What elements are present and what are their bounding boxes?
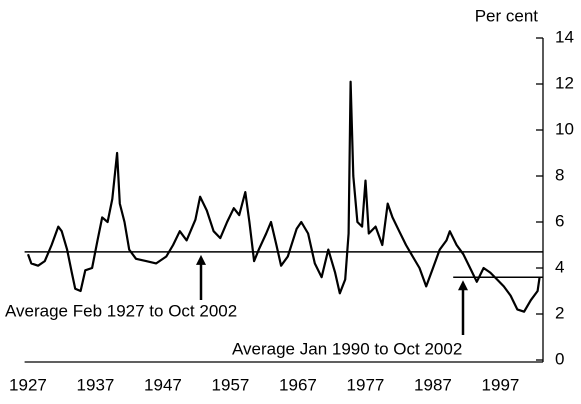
y-tick-label: 14 [555,27,574,46]
x-tick-label: 1987 [414,375,452,394]
y-axis-label: Per cent [475,6,539,25]
y-tick-label: 8 [555,165,564,184]
annotation: Average Feb 1927 to Oct 2002 [5,301,237,320]
x-tick-label: 1927 [9,375,47,394]
arrow-head [196,254,206,265]
x-tick-label: 1977 [347,375,385,394]
x-tick-label: 1937 [77,375,115,394]
x-tick-label: 1947 [144,375,182,394]
y-tick-label: 6 [555,211,564,230]
x-tick-label: 1957 [212,375,250,394]
x-tick-label: 1967 [279,375,317,394]
y-tick-label: 2 [555,303,564,322]
annotation: Average Jan 1990 to Oct 2002 [232,339,462,358]
y-tick-label: 4 [555,257,564,276]
y-tick-label: 10 [555,119,574,138]
x-tick-label: 1997 [482,375,520,394]
y-tick-label: 0 [555,349,564,368]
arrow-head [458,280,468,291]
y-tick-label: 12 [555,73,574,92]
data-line [26,80,541,313]
